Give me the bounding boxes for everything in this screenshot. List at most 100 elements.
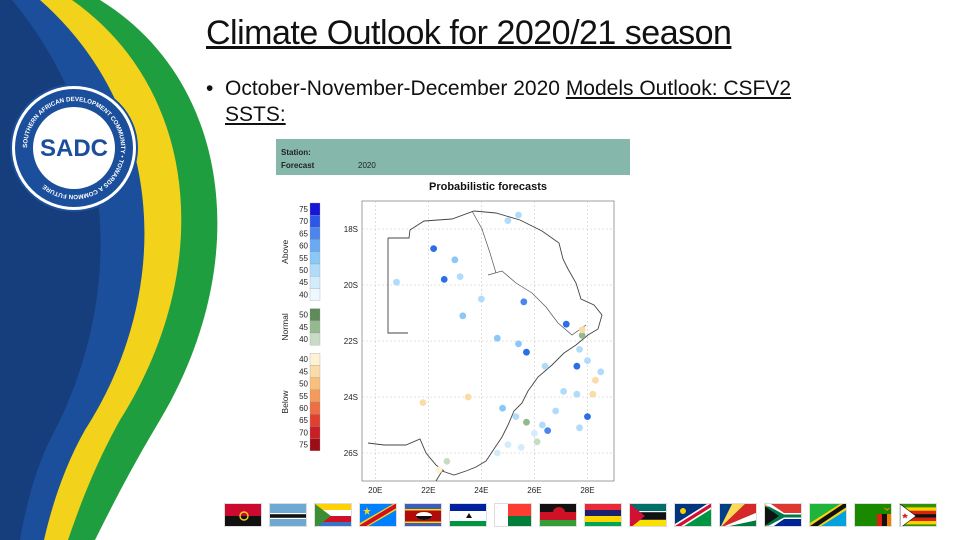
legend-tick-label: 50 [299, 311, 308, 320]
station-markers [393, 211, 605, 474]
flag-seychelles [719, 503, 757, 527]
legend-group-label: Above [280, 239, 290, 263]
station-marker [578, 332, 586, 339]
legend-tick-label: 40 [299, 355, 308, 364]
station-marker [504, 217, 512, 224]
y-tick-label: 26S [344, 449, 358, 458]
station-marker [477, 295, 485, 303]
flag-zambia [854, 503, 892, 527]
legend-swatch [309, 401, 321, 415]
flag-zimbabwe [899, 503, 937, 527]
flag-dr-congo [359, 503, 397, 527]
station-marker [499, 404, 506, 412]
x-tick-label: 26E [527, 486, 541, 495]
legend-swatch [309, 215, 321, 228]
station-marker [393, 278, 400, 286]
legend-tick-label: 45 [299, 323, 308, 332]
legend-swatch [309, 426, 321, 439]
legend-tick-label: 55 [299, 392, 308, 401]
flag-tanzania [809, 503, 847, 527]
river-line-2 [471, 210, 497, 274]
sadc-logo-text: SADC [39, 135, 108, 162]
bullet-text: October-November-December 2020 Models Ou… [206, 76, 846, 128]
station-marker [456, 273, 464, 280]
station-marker [560, 388, 567, 395]
flag-eswatini [404, 503, 442, 527]
bullet-text-plain: October-November-December 2020 [225, 77, 566, 100]
station-marker [544, 427, 552, 434]
x-tick-label: 22E [421, 486, 435, 495]
station-marker [464, 393, 472, 401]
map-gridlines [362, 201, 614, 481]
station-label: Station: [281, 148, 311, 157]
y-axis-ticks: 18S 20S 22S 24S 26S [344, 225, 358, 458]
flag-malawi [539, 503, 577, 527]
legend-swatch [309, 263, 321, 277]
bullet-dot: • [206, 77, 214, 100]
station-marker [504, 441, 512, 448]
legend-swatch [309, 353, 321, 366]
legend: 75 70 65 60 55 50 45 40 Above 50 45 40 Normal 40 45 50 5… [280, 202, 321, 451]
legend-swatch [309, 438, 321, 451]
station-marker [443, 458, 451, 465]
station-marker [523, 418, 530, 426]
station-marker [515, 340, 522, 348]
station-marker [589, 390, 597, 398]
station-marker [493, 334, 501, 342]
y-tick-label: 24S [344, 393, 358, 402]
station-marker [576, 346, 583, 353]
station-marker [493, 449, 501, 457]
legend-swatch [309, 276, 321, 289]
station-marker [576, 424, 583, 432]
legend-group-label: Below [280, 390, 290, 414]
legend-tick-label: 70 [299, 428, 308, 437]
legend-swatch [309, 308, 321, 321]
legend-swatch [309, 202, 321, 216]
legend-tick-label: 50 [299, 266, 308, 275]
flag-lesotho [449, 503, 487, 527]
station-marker [459, 312, 467, 320]
legend-swatch [309, 239, 321, 252]
station-marker [512, 413, 520, 420]
forecast-panel-header: Station: Forecast 2020 [276, 139, 630, 175]
legend-tick-label: 45 [299, 278, 308, 287]
probabilistic-forecast-map: Probabilistic forecasts 75 70 65 60 55 50 45 40… [280, 181, 615, 495]
x-tick-label: 20E [368, 486, 382, 495]
forecast-map-panel: Station: Forecast 2020 Probabilistic for… [276, 139, 630, 500]
legend-swatch [309, 332, 321, 346]
bullet-text-underlined: Models Outlook: CSFV2 SSTS: [225, 77, 792, 126]
flag-mozambique [629, 503, 667, 527]
legend-tick-label: 40 [299, 290, 308, 299]
legend-tick-label: 40 [299, 335, 308, 344]
legend-swatch [309, 389, 321, 403]
legend-tick-label: 70 [299, 217, 308, 226]
station-marker [515, 211, 522, 219]
x-axis-ticks: 20E 22E 24E 26E 28E [368, 486, 594, 495]
legend-swatch [309, 320, 321, 334]
member-state-flags [224, 503, 944, 529]
legend-swatch [309, 251, 321, 265]
legend-tick-label: 50 [299, 380, 308, 389]
station-marker [541, 362, 549, 370]
station-marker [419, 399, 427, 406]
station-marker [573, 362, 581, 370]
legend-swatch [309, 365, 321, 378]
flag-south-africa [764, 503, 802, 527]
station-marker [430, 245, 438, 252]
sadc-logo-inner: SADC [33, 107, 115, 189]
station-marker [538, 421, 546, 429]
x-tick-label: 28E [580, 486, 594, 495]
flag-angola [224, 503, 262, 527]
y-tick-label: 22S [344, 337, 358, 346]
station-marker [573, 390, 581, 398]
y-tick-label: 20S [344, 281, 358, 290]
station-marker [520, 298, 528, 306]
legend-swatch [309, 288, 321, 301]
station-marker [533, 438, 541, 446]
legend-group-label: Normal [280, 313, 290, 341]
station-marker [435, 466, 443, 474]
legend-tick-label: 75 [299, 205, 308, 214]
station-marker [440, 276, 448, 283]
legend-swatch [309, 377, 321, 390]
legend-tick-label: 60 [299, 242, 308, 251]
